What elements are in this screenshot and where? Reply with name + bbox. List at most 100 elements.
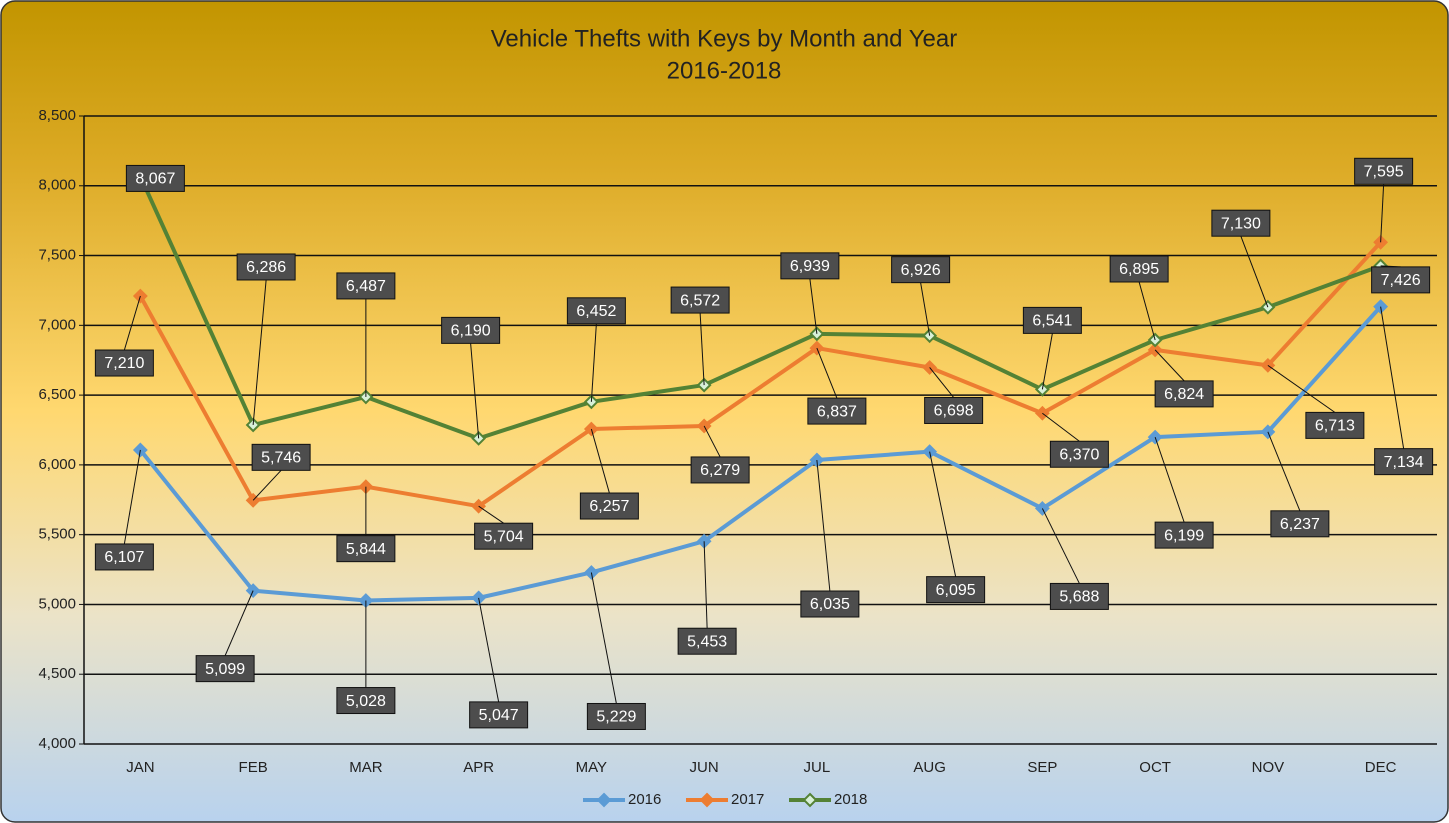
data-label-box bbox=[336, 272, 396, 300]
leader-line bbox=[252, 279, 267, 426]
data-label-box bbox=[1211, 209, 1271, 237]
data-label: 5,047 bbox=[479, 707, 519, 724]
data-label-box bbox=[195, 655, 255, 683]
data-label: 6,035 bbox=[810, 596, 850, 613]
data-label-box bbox=[94, 543, 154, 571]
leader-line bbox=[1041, 508, 1080, 584]
data-label-box bbox=[1022, 306, 1082, 334]
data-label-box bbox=[441, 316, 501, 344]
x-tick-label: JUL bbox=[804, 759, 831, 776]
data-label: 6,095 bbox=[936, 582, 976, 599]
data-label: 5,688 bbox=[1059, 589, 1099, 606]
point-marker bbox=[583, 565, 599, 580]
data-label: 5,453 bbox=[687, 633, 727, 650]
data-label: 5,704 bbox=[484, 528, 524, 545]
data-label-box bbox=[807, 397, 867, 425]
leader-line bbox=[590, 323, 597, 402]
leader-line bbox=[703, 425, 721, 458]
data-label: 6,698 bbox=[934, 403, 974, 420]
y-tick-label: 5,500 bbox=[38, 526, 76, 543]
y-tick-label: 7,500 bbox=[38, 247, 76, 264]
data-label-box bbox=[94, 349, 154, 377]
leader-line bbox=[816, 459, 831, 592]
data-label: 6,286 bbox=[246, 259, 286, 276]
x-tick-label: FEB bbox=[239, 759, 268, 776]
series-line bbox=[138, 305, 1383, 603]
leader-line bbox=[920, 282, 931, 336]
legend-label: 2018 bbox=[834, 791, 867, 808]
data-label: 6,237 bbox=[1280, 516, 1320, 533]
data-label-box bbox=[1049, 440, 1109, 468]
data-label: 6,572 bbox=[680, 292, 720, 309]
leader-line bbox=[1138, 281, 1156, 341]
leader-line bbox=[809, 278, 818, 334]
legend-marker bbox=[596, 792, 612, 808]
legend-marker bbox=[699, 792, 715, 808]
x-tick-label: APR bbox=[463, 759, 494, 776]
x-tick-label: NOV bbox=[1252, 759, 1285, 776]
data-label-box bbox=[1354, 157, 1414, 185]
chart-title: Vehicle Thefts with Keys by Month and Ye… bbox=[491, 25, 958, 52]
leader-line bbox=[816, 347, 838, 399]
data-label-box bbox=[236, 253, 296, 281]
x-tick-label: OCT bbox=[1139, 759, 1171, 776]
point-marker bbox=[922, 444, 938, 460]
series-line bbox=[138, 175, 1382, 441]
leader-line bbox=[1380, 184, 1385, 243]
leader-line bbox=[699, 313, 705, 386]
y-tick-label: 7,000 bbox=[38, 316, 76, 333]
leader-line bbox=[470, 343, 480, 439]
data-label-box bbox=[1371, 266, 1431, 294]
leader-line bbox=[478, 505, 504, 524]
data-label-box bbox=[336, 687, 396, 715]
y-tick-label: 4,500 bbox=[38, 665, 76, 682]
point-marker bbox=[471, 590, 487, 606]
leader-line bbox=[224, 590, 254, 656]
point-marker bbox=[471, 498, 487, 514]
leader-line bbox=[123, 449, 141, 545]
data-label-box bbox=[1305, 411, 1365, 439]
data-label: 6,190 bbox=[451, 323, 491, 340]
point-marker bbox=[132, 442, 148, 458]
data-label: 5,844 bbox=[346, 541, 386, 558]
data-label: 7,210 bbox=[104, 355, 144, 372]
data-label-box bbox=[1109, 255, 1169, 283]
data-label-box bbox=[1154, 380, 1214, 408]
data-label-box bbox=[125, 164, 185, 192]
leader-line bbox=[929, 367, 955, 398]
leader-line bbox=[1042, 412, 1080, 442]
x-tick-label: DEC bbox=[1365, 759, 1397, 776]
leader-line bbox=[1041, 333, 1053, 390]
leader-line bbox=[1154, 436, 1185, 523]
data-label: 6,107 bbox=[104, 549, 144, 566]
data-label: 5,099 bbox=[205, 661, 245, 678]
data-label: 6,279 bbox=[700, 462, 740, 479]
data-label-box bbox=[891, 256, 951, 284]
data-label-box bbox=[690, 456, 750, 484]
data-label: 5,746 bbox=[261, 450, 301, 467]
x-tick-label: SEP bbox=[1027, 759, 1057, 776]
leader-line bbox=[1380, 306, 1405, 449]
y-tick-label: 5,000 bbox=[38, 595, 76, 612]
legend-label: 2016 bbox=[628, 791, 661, 808]
data-label-box bbox=[1270, 510, 1330, 538]
y-tick-label: 4,000 bbox=[38, 735, 76, 752]
leader-line bbox=[123, 295, 141, 351]
data-label-box bbox=[474, 522, 534, 550]
data-label-box bbox=[336, 535, 396, 563]
point-marker bbox=[1260, 299, 1276, 315]
data-label: 6,926 bbox=[901, 262, 941, 279]
chart-subtitle: 2016-2018 bbox=[667, 57, 782, 84]
x-tick-label: MAY bbox=[576, 759, 607, 776]
data-label-box bbox=[579, 492, 639, 520]
data-label-box bbox=[670, 286, 730, 314]
data-label-box bbox=[677, 627, 737, 655]
leader-line bbox=[252, 469, 282, 501]
leader-line bbox=[1240, 236, 1269, 308]
data-label-box bbox=[566, 297, 626, 325]
point-marker bbox=[583, 421, 599, 437]
data-label-box bbox=[1374, 448, 1434, 476]
data-label-box bbox=[469, 701, 529, 729]
data-label: 8,067 bbox=[135, 171, 175, 188]
